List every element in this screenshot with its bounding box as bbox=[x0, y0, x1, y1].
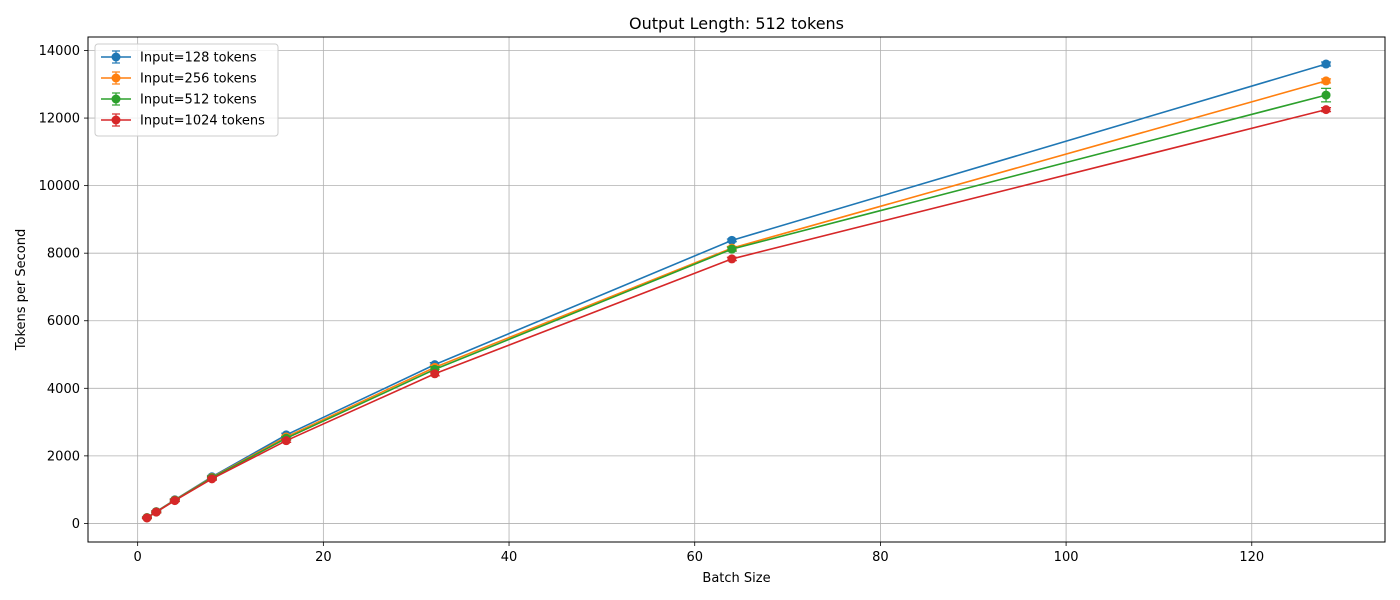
x-tick-label: 100 bbox=[1054, 550, 1079, 565]
y-axis-label: Tokens per Second bbox=[14, 229, 29, 351]
data-point bbox=[727, 235, 737, 245]
y-tick-label: 8000 bbox=[47, 247, 80, 262]
data-point bbox=[151, 507, 161, 517]
data-point bbox=[1321, 105, 1331, 115]
x-tick-label: 80 bbox=[872, 550, 889, 565]
y-tick-label: 2000 bbox=[47, 449, 80, 464]
x-tick-label: 40 bbox=[501, 550, 518, 565]
data-point bbox=[727, 254, 737, 264]
legend-label: Input=512 tokens bbox=[140, 93, 257, 108]
legend-label: Input=1024 tokens bbox=[140, 114, 265, 129]
series-4 bbox=[141, 105, 1332, 523]
y-tick-label: 6000 bbox=[47, 314, 80, 329]
legend-marker bbox=[111, 94, 121, 104]
x-tick-label: 120 bbox=[1239, 550, 1264, 565]
legend-item: Input=256 tokens bbox=[101, 71, 257, 87]
data-point bbox=[207, 474, 217, 484]
axis-ticks: 0 20 40 60 80 100 120 0 2000 4000 6000 8000 10000 120… bbox=[39, 44, 1265, 565]
data-point bbox=[727, 244, 737, 254]
legend-item: Input=128 tokens bbox=[101, 50, 257, 66]
y-tick-label: 4000 bbox=[47, 382, 80, 397]
legend: Input=128 tokens Input=256 tokens Input=51… bbox=[94, 43, 279, 137]
y-tick-label: 14000 bbox=[39, 44, 80, 59]
legend-item: Input=1024 tokens bbox=[101, 113, 265, 129]
y-tick-label: 0 bbox=[72, 517, 80, 532]
plot-frame bbox=[87, 36, 1386, 543]
legend-marker bbox=[111, 115, 121, 125]
x-tick-label: 60 bbox=[686, 550, 703, 565]
legend-marker bbox=[111, 52, 121, 62]
x-tick-label: 20 bbox=[315, 550, 332, 565]
y-tick-label: 12000 bbox=[39, 112, 80, 127]
x-axis-label: Batch Size bbox=[702, 571, 770, 586]
data-point bbox=[1321, 90, 1331, 100]
data-point bbox=[430, 369, 440, 379]
series-group bbox=[141, 59, 1332, 523]
data-point bbox=[1321, 59, 1331, 69]
legend-marker bbox=[111, 73, 121, 83]
data-point bbox=[281, 436, 291, 446]
grid bbox=[88, 37, 1385, 542]
legend-item: Input=512 tokens bbox=[101, 92, 257, 108]
data-point bbox=[170, 496, 180, 506]
data-point bbox=[1321, 76, 1331, 86]
y-tick-label: 10000 bbox=[39, 179, 80, 194]
x-tick-label: 0 bbox=[134, 550, 142, 565]
chart-title: Output Length: 512 tokens bbox=[629, 14, 844, 33]
data-point bbox=[142, 513, 152, 523]
legend-label: Input=128 tokens bbox=[140, 51, 257, 66]
legend-box bbox=[94, 43, 279, 137]
legend-label: Input=256 tokens bbox=[140, 72, 257, 87]
